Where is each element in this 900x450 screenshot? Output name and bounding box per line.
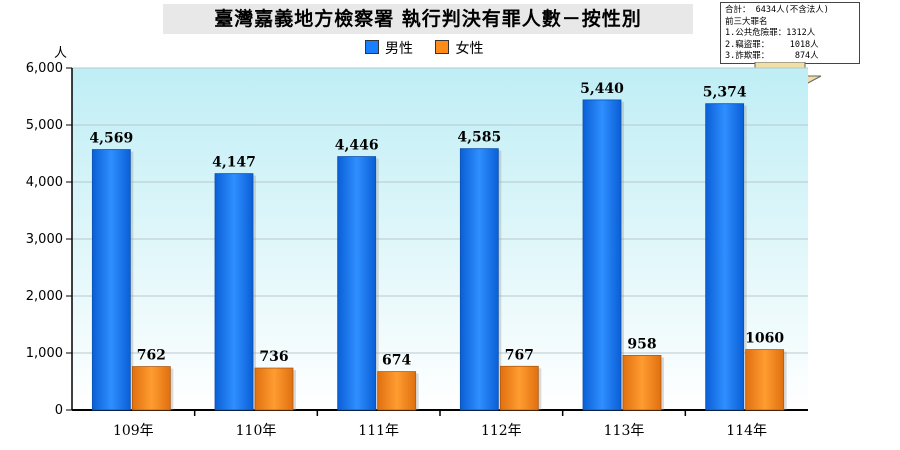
y-tick-label: 5,000 [26,118,63,133]
x-tick-label: 114年 [726,423,767,439]
bar-male [337,156,377,411]
note-line: 1.公共危險罪：1312人 [725,28,816,38]
y-tick-label: 2,000 [26,289,63,304]
bar-female [377,371,417,411]
legend-swatch-female [435,40,450,54]
data-label-female: 736 [259,349,288,365]
legend: 男性 女性 [365,38,501,58]
data-label-male: 4,585 [457,130,501,146]
bar-male [214,173,254,411]
y-axis-label: 人 [54,46,68,61]
y-tick-label: 0 [55,403,63,418]
data-label-female: 674 [382,353,411,369]
x-tick-label: 111年 [358,423,399,439]
data-label-female: 1060 [745,331,784,347]
y-tick-label: 6,000 [26,61,63,76]
legend-item-male: 男性 [365,38,413,58]
x-tick-label: 112年 [481,423,522,439]
bar-male [91,149,131,411]
data-label-female: 762 [137,348,166,364]
y-tick-label: 4,000 [26,175,63,190]
chart-title: 臺灣嘉義地方檢察署 執行判決有罪人數－按性別 [163,4,693,34]
bar-male [705,103,745,411]
x-tick-label: 110年 [236,423,277,439]
bar-female [131,366,171,411]
data-label-female: 958 [627,336,656,352]
bar-female [622,354,662,411]
legend-label-female: 女性 [455,41,484,57]
note-line: 3.詐欺罪： 874人 [725,51,819,61]
summary-note-box: 合計： 6434人(不含法人) 前三大罪名 1.公共危險罪：1312人 2.竊盜罪： … [720,2,860,64]
legend-swatch-male [365,40,379,54]
y-tick-label: 3,000 [26,232,63,247]
data-label-male: 4,446 [335,138,379,154]
data-label-male: 4,569 [89,131,133,147]
note-line: 合計： 6434人(不含法人) [725,5,829,15]
bar-female [745,349,785,411]
bar-female [254,367,294,411]
x-tick-label: 109年 [113,423,154,439]
bar-female [499,365,539,411]
note-line: 2.竊盜罪： 1018人 [725,39,819,50]
data-label-male: 5,440 [580,81,624,97]
bar-male [582,99,622,411]
data-label-male: 5,374 [703,85,747,101]
x-tick-label: 113年 [604,423,645,439]
note-line: 前三大罪名 [725,16,768,27]
bar-male [459,148,499,411]
data-label-female: 767 [505,347,534,363]
y-tick-label: 1,000 [26,346,63,361]
legend-label-male: 男性 [385,41,413,57]
legend-item-female: 女性 [435,38,483,58]
data-label-male: 4,147 [212,155,256,171]
